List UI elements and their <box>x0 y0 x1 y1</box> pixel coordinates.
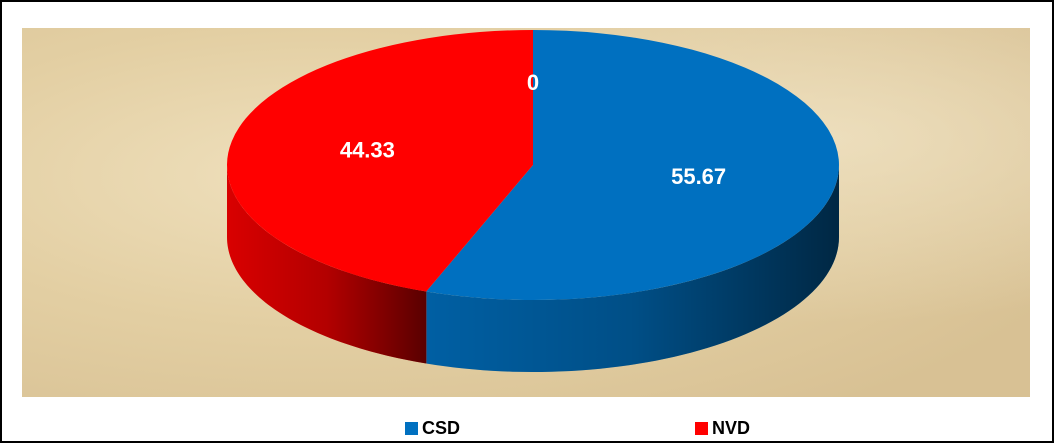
slice-side-shade <box>426 165 839 372</box>
data-label: 55.67 <box>671 164 726 189</box>
slice <box>227 30 534 292</box>
legend-swatch <box>695 422 708 435</box>
slice <box>426 30 840 301</box>
slice-side-shade <box>227 165 427 364</box>
data-label: 44.33 <box>340 138 395 163</box>
data-label: 0 <box>527 70 539 95</box>
legend-label: CSD <box>422 418 460 438</box>
legend-swatch <box>405 422 418 435</box>
legend-label: NVD <box>712 418 750 438</box>
